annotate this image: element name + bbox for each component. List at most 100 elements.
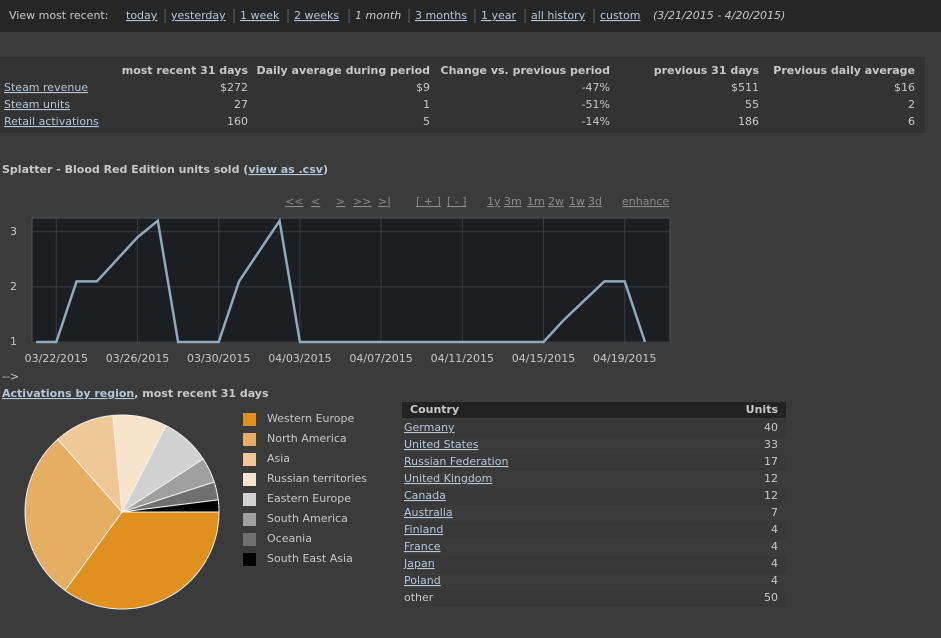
summary-cell: 186 xyxy=(738,115,759,128)
x-tick-label: 04/03/2015 xyxy=(268,352,331,365)
country-name[interactable]: Russian Federation xyxy=(404,455,508,468)
x-tick-label: 04/11/2015 xyxy=(431,352,494,365)
country-units: 4 xyxy=(771,540,778,553)
summary-row-label[interactable]: Retail activations xyxy=(4,115,99,128)
table-row-bg xyxy=(402,505,786,522)
chart-control[interactable]: >| xyxy=(378,195,391,208)
legend-label: North America xyxy=(267,432,347,445)
country-name[interactable]: France xyxy=(404,540,441,553)
region-title: , most recent 31 days xyxy=(134,387,269,400)
legend-swatch xyxy=(243,453,256,466)
summary-cell: $511 xyxy=(731,81,759,94)
legend-label: Western Europe xyxy=(267,412,355,425)
legend-label: South East Asia xyxy=(267,552,353,565)
nav-link[interactable]: 3 months xyxy=(415,9,467,22)
legend-label: South America xyxy=(267,512,348,525)
summary-header: Previous daily average xyxy=(773,64,915,77)
summary-cell: $16 xyxy=(894,81,915,94)
summary-header: most recent 31 days xyxy=(122,64,249,77)
region-link[interactable]: Activations by region xyxy=(2,387,134,400)
table-row-bg xyxy=(402,539,786,556)
country-name[interactable]: Australia xyxy=(404,506,453,519)
country-name[interactable]: Poland xyxy=(404,574,441,587)
pie-slice xyxy=(64,511,220,610)
nav-bar xyxy=(0,0,941,32)
pie-slice xyxy=(121,499,220,513)
y-tick-label: 3 xyxy=(10,225,17,238)
country-name[interactable]: United Kingdom xyxy=(404,472,492,485)
table-row-bg xyxy=(402,420,786,437)
summary-cell: $9 xyxy=(416,81,430,94)
x-tick-label: 04/15/2015 xyxy=(512,352,575,365)
y-tick-label: 1 xyxy=(10,335,17,348)
table-header: Country xyxy=(410,403,459,416)
table-row-bg xyxy=(402,437,786,454)
table-row-bg xyxy=(402,522,786,539)
summary-cell: 6 xyxy=(908,115,915,128)
summary-cell: 1 xyxy=(423,98,430,111)
summary-cell: 27 xyxy=(234,98,248,111)
chart-control[interactable]: [ - ] xyxy=(447,195,467,208)
summary-header: Daily average during period xyxy=(256,64,430,77)
country-units: 12 xyxy=(764,489,778,502)
nav-range: (3/21/2015 - 4/20/2015) xyxy=(653,9,785,22)
legend-label: Eastern Europe xyxy=(267,492,351,505)
chart-control[interactable]: 2w xyxy=(548,195,564,208)
x-tick-label: 04/19/2015 xyxy=(593,352,656,365)
country-units: 4 xyxy=(771,523,778,536)
chart-control[interactable]: 1w xyxy=(569,195,585,208)
chart-title-end: ) xyxy=(323,163,328,176)
nav-link[interactable]: 1 year xyxy=(481,9,517,22)
x-tick-label: 03/30/2015 xyxy=(187,352,250,365)
y-tick-label: 2 xyxy=(10,280,17,293)
table-row-bg xyxy=(402,488,786,505)
chart-control[interactable]: 3m xyxy=(504,195,522,208)
summary-panel xyxy=(0,57,925,133)
summary-header: Change vs. previous period xyxy=(441,64,610,77)
summary-row-label[interactable]: Steam revenue xyxy=(4,81,88,94)
country-name: other xyxy=(404,591,434,604)
chart-control[interactable]: << xyxy=(285,195,303,208)
summary-cell: $272 xyxy=(220,81,248,94)
summary-cell: -14% xyxy=(582,115,610,128)
chart-control[interactable]: 1y xyxy=(487,195,501,208)
plot-area xyxy=(31,217,671,343)
country-units: 17 xyxy=(764,455,778,468)
chart-control[interactable]: 1m xyxy=(527,195,545,208)
chart-control[interactable]: > xyxy=(336,195,345,208)
legend-label: Oceania xyxy=(267,532,312,545)
country-name[interactable]: United States xyxy=(404,438,479,451)
country-name[interactable]: Finland xyxy=(404,523,443,536)
summary-cell: 55 xyxy=(745,98,759,111)
country-units: 7 xyxy=(771,506,778,519)
table-row-bg xyxy=(402,454,786,471)
chart-control[interactable]: >> xyxy=(353,195,371,208)
csv-link[interactable]: view as .csv xyxy=(248,163,323,176)
chart-control[interactable]: 3d xyxy=(588,195,602,208)
legend-swatch xyxy=(243,533,256,546)
country-name[interactable]: Japan xyxy=(403,557,435,570)
country-name[interactable]: Germany xyxy=(404,421,455,434)
nav-link[interactable]: 2 weeks xyxy=(294,9,339,22)
nav-link[interactable]: today xyxy=(126,9,158,22)
legend-swatch xyxy=(243,553,256,566)
nav-link[interactable]: custom xyxy=(600,9,641,22)
nav-link: 1 month xyxy=(355,9,401,22)
nav-link[interactable]: yesterday xyxy=(171,9,226,22)
summary-cell: -47% xyxy=(582,81,610,94)
table-row-bg xyxy=(402,590,786,607)
pie-slice xyxy=(24,438,123,592)
country-units: 4 xyxy=(771,557,778,570)
country-name[interactable]: Canada xyxy=(404,489,446,502)
summary-cell: 160 xyxy=(227,115,248,128)
enhance-link[interactable]: enhance xyxy=(622,195,669,208)
country-units: 50 xyxy=(764,591,778,604)
chart-control[interactable]: [ + ] xyxy=(416,195,441,208)
nav-link[interactable]: 1 week xyxy=(240,9,280,22)
summary-row-label[interactable]: Steam units xyxy=(4,98,70,111)
chart-control[interactable]: < xyxy=(311,195,320,208)
chart-title: Splatter - Blood Red Edition units sold … xyxy=(2,163,248,176)
nav-link[interactable]: all history xyxy=(531,9,586,22)
